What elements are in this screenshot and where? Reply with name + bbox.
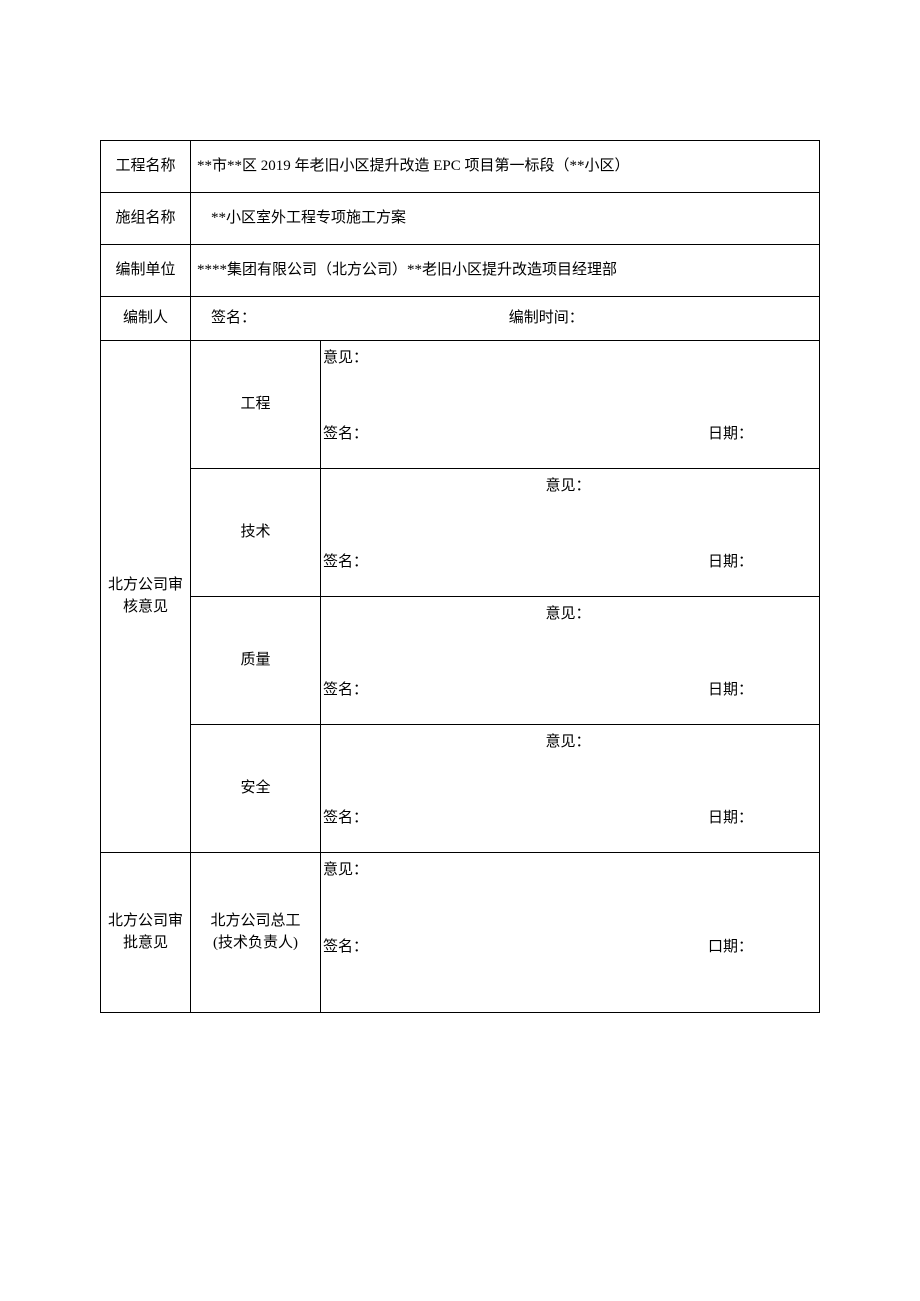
signature-label: 签名： (323, 807, 368, 830)
review-role-quality: 质量 (191, 596, 321, 724)
review-row-engineering: 北方公司审核意见 工程 意见： 签名： 日期： (101, 340, 820, 468)
compiler-unit-label: 编制单位 (101, 245, 191, 297)
approval-row: 北方公司审批意见 北方公司总工 (技术负责人) 意见： 签名： 口期： (101, 852, 820, 1012)
compiler-value-cell: 签名： 编制时间： (191, 297, 820, 341)
compile-time-label: 编制时间： (509, 307, 584, 330)
approval-section-title: 北方公司审批意见 (101, 852, 191, 1012)
sig-date-row: 签名： 日期： (323, 803, 813, 830)
project-name-value: **市**区 2019 年老旧小区提升改造 EPC 项目第一标段（**小区） (191, 141, 820, 193)
scheme-name-value: **小区室外工程专项施工方案 (191, 193, 820, 245)
compiler-label: 编制人 (101, 297, 191, 341)
approval-section-title-text: 北方公司审批意见 (108, 913, 183, 952)
date-label: 日期： (708, 423, 753, 446)
sig-date-row: 签名： 日期： (323, 675, 813, 702)
opinion-label: 意见： (323, 731, 813, 754)
review-opinion-cell-tech: 意见： 签名： 日期： (321, 468, 820, 596)
review-section-title: 北方公司审核意见 (101, 340, 191, 852)
review-opinion-cell-safety: 意见： 签名： 日期： (321, 724, 820, 852)
opinion-label: 意见： (323, 859, 813, 882)
compiler-signature-label: 签名： (197, 307, 505, 330)
review-section-title-text: 北方公司审核意见 (108, 577, 183, 616)
review-row-safety: 安全 意见： 签名： 日期： (101, 724, 820, 852)
sig-date-row: 签名： 日期： (323, 547, 813, 574)
scheme-name-label: 施组名称 (101, 193, 191, 245)
review-row-quality: 质量 意见： 签名： 日期： (101, 596, 820, 724)
signature-label: 签名： (323, 679, 368, 702)
review-role-safety: 安全 (191, 724, 321, 852)
scheme-name-row: 施组名称 **小区室外工程专项施工方案 (101, 193, 820, 245)
date-label: 日期： (708, 551, 753, 574)
project-name-row: 工程名称 **市**区 2019 年老旧小区提升改造 EPC 项目第一标段（**… (101, 141, 820, 193)
signature-label: 签名： (323, 551, 368, 574)
approval-form-table: 工程名称 **市**区 2019 年老旧小区提升改造 EPC 项目第一标段（**… (100, 140, 820, 1013)
compiler-unit-value: ****集团有限公司（北方公司）**老旧小区提升改造项目经理部 (191, 245, 820, 297)
sig-date-row: 签名： 日期： (323, 419, 813, 446)
project-name-label: 工程名称 (101, 141, 191, 193)
sig-date-row: 签名： 口期： (323, 936, 813, 959)
approval-role-line2: (技术负责人) (213, 935, 298, 951)
approval-role-cell: 北方公司总工 (技术负责人) (191, 852, 321, 1012)
review-opinion-cell-quality: 意见： 签名： 日期： (321, 596, 820, 724)
date-label: 日期： (708, 807, 753, 830)
opinion-label: 意见： (323, 475, 813, 498)
approval-opinion-cell: 意见： 签名： 口期： (321, 852, 820, 1012)
review-opinion-cell-engineering: 意见： 签名： 日期： (321, 340, 820, 468)
review-role-engineering: 工程 (191, 340, 321, 468)
signature-label: 签名： (323, 936, 368, 959)
date-label: 日期： (708, 679, 753, 702)
signature-label: 签名： (323, 423, 368, 446)
approval-role-line1: 北方公司总工 (210, 913, 300, 929)
compiler-row: 编制人 签名： 编制时间： (101, 297, 820, 341)
opinion-label: 意见： (323, 603, 813, 626)
review-role-tech: 技术 (191, 468, 321, 596)
compiler-unit-row: 编制单位 ****集团有限公司（北方公司）**老旧小区提升改造项目经理部 (101, 245, 820, 297)
date-label: 口期： (708, 936, 753, 959)
opinion-label: 意见： (323, 347, 813, 370)
review-row-tech: 技术 意见： 签名： 日期： (101, 468, 820, 596)
